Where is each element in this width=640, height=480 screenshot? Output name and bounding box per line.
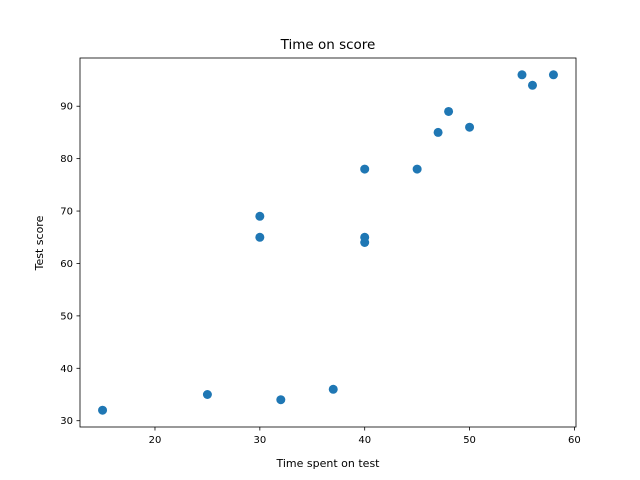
- axes-frame: [79, 57, 577, 428]
- y-tick-label: 30: [60, 416, 73, 427]
- data-point: [98, 405, 108, 415]
- data-point: [255, 211, 265, 221]
- y-tick-label: 60: [60, 259, 73, 270]
- plot-area: 20 30 40 50 60 30 40 50 60 70 80 90: [60, 57, 581, 446]
- x-tick-label: 50: [463, 435, 476, 446]
- y-tick-label: 90: [60, 102, 73, 113]
- data-point: [465, 122, 475, 132]
- data-point: [444, 106, 454, 116]
- x-axis-ticks: 20 30 40 50 60: [149, 427, 581, 446]
- y-tick-label: 40: [60, 364, 73, 375]
- x-tick-label: 30: [253, 435, 266, 446]
- data-point: [202, 390, 212, 400]
- data-point: [276, 395, 286, 405]
- data-point: [412, 164, 422, 174]
- y-axis-ticks: 30 40 50 60 70 80 90: [60, 102, 80, 427]
- x-tick-label: 60: [568, 435, 581, 446]
- data-point: [328, 384, 338, 394]
- data-point: [255, 232, 265, 242]
- y-tick-label: 80: [60, 154, 73, 165]
- y-tick-label: 70: [60, 207, 73, 218]
- x-tick-label: 20: [149, 435, 162, 446]
- y-tick-label: 50: [60, 311, 73, 322]
- x-tick-label: 40: [358, 435, 371, 446]
- data-points: [98, 70, 558, 415]
- data-point: [527, 80, 537, 90]
- y-axis-label: Test score: [33, 215, 46, 271]
- x-axis-label: Time spent on test: [275, 457, 380, 470]
- chart-title: Time on score: [280, 37, 376, 53]
- data-point: [548, 70, 558, 80]
- data-point: [360, 164, 370, 174]
- data-point: [433, 127, 443, 137]
- data-point: [360, 232, 370, 242]
- data-point: [517, 70, 527, 80]
